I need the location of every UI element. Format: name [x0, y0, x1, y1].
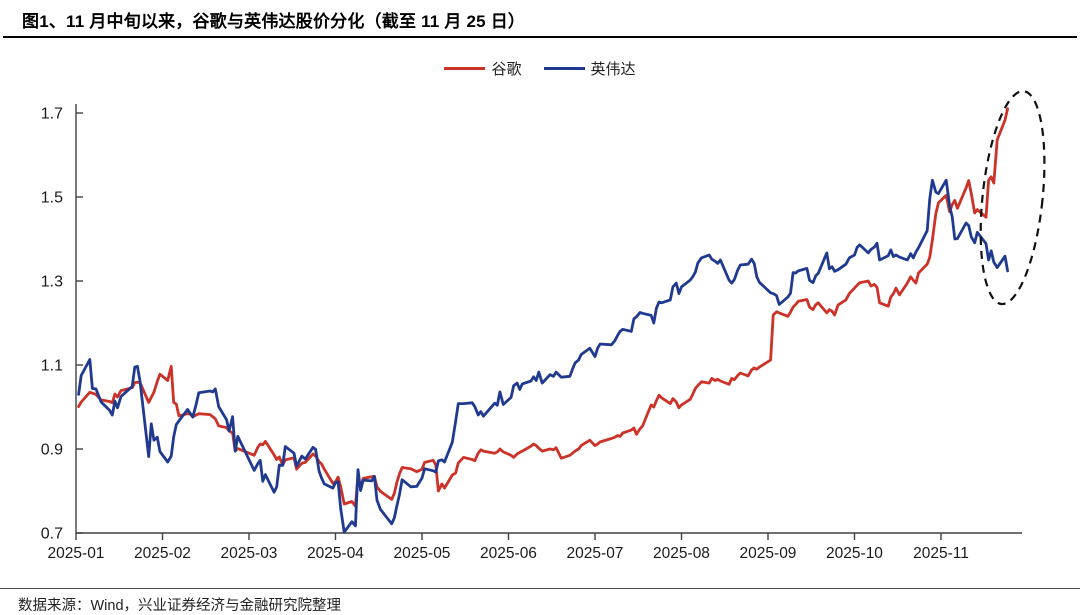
x-tick-label: 2025-07: [567, 545, 624, 562]
title-underline: [3, 36, 1077, 38]
x-tick-label: 2025-09: [740, 545, 797, 562]
y-tick-label: 1.7: [41, 106, 63, 123]
x-tick-label: 2025-02: [134, 545, 191, 562]
x-tick-label: 2025-11: [913, 545, 969, 562]
y-tick-label: 0.9: [41, 442, 63, 459]
y-tick-label: 1.5: [41, 190, 63, 207]
footer-divider: [0, 588, 1080, 589]
y-tick-label: 1.3: [41, 274, 63, 291]
y-tick-label: 0.7: [41, 526, 63, 543]
x-tick-label: 2025-06: [480, 545, 537, 562]
x-tick-label: 2025-01: [48, 545, 105, 562]
x-tick-label: 2025-05: [394, 545, 451, 562]
x-tick-label: 2025-03: [221, 545, 278, 562]
legend-label-google: 谷歌: [491, 61, 522, 78]
chart-title: 图1、11 月中旬以来，谷歌与英伟达股价分化（截至 11 月 25 日）: [22, 12, 526, 31]
google-line: [77, 107, 1009, 508]
x-tick-label: 2025-10: [826, 545, 883, 562]
legend-item-nvidia: 英伟达: [543, 58, 636, 79]
x-tick-label: 2025-08: [653, 545, 710, 562]
y-tick-label: 1.1: [41, 358, 63, 375]
nvidia-line: [77, 178, 1009, 534]
chart-legend: 谷歌 英伟达: [0, 58, 1080, 79]
divergence-ellipse: [979, 90, 1046, 306]
source-note: 数据来源：Wind，兴业证券经济与金融研究院整理: [18, 598, 342, 614]
legend-item-google: 谷歌: [444, 58, 522, 79]
google-line-swatch: [444, 67, 486, 70]
legend-label-nvidia: 英伟达: [590, 61, 636, 78]
nvidia-line-swatch: [543, 67, 585, 70]
x-tick-label: 2025-04: [307, 545, 364, 562]
